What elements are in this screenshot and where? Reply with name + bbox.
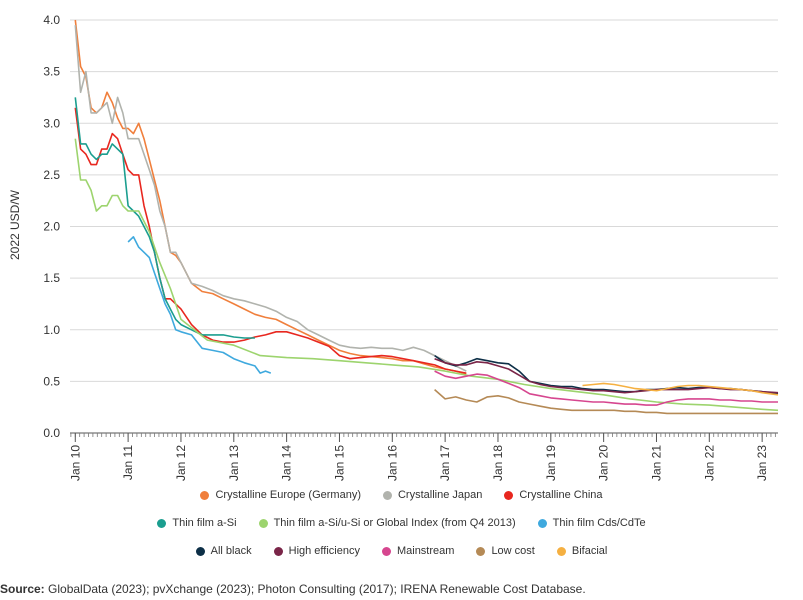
legend-label: Crystalline Europe (Germany)	[215, 489, 361, 501]
series-line-8	[434, 370, 778, 406]
legend-marker	[258, 518, 268, 528]
x-tick-label: Jan 20	[597, 445, 611, 481]
legend-row-1: Crystalline Europe (Germany) Crystalline …	[0, 489, 803, 501]
legend-item: Low cost	[476, 545, 535, 557]
x-tick-label: Jan 21	[649, 445, 663, 481]
y-tick-label: 3.5	[43, 65, 60, 79]
x-tick-label: Jan 13	[227, 445, 241, 481]
legend-label: Mainstream	[396, 545, 455, 557]
legend-marker	[382, 490, 392, 500]
legend-label: Crystalline China	[519, 489, 603, 501]
y-tick-label: 0.0	[43, 426, 60, 440]
legend-row-3: All black High efficiency Mainstream Low co…	[0, 545, 803, 557]
x-tick-label: Jan 15	[332, 445, 346, 481]
legend-item: Crystalline Europe (Germany)	[200, 489, 361, 501]
series-line-3	[74, 97, 255, 339]
series-line-1	[74, 25, 467, 372]
legend-item: Crystalline China	[504, 489, 603, 501]
source-note: Source: GlobalData (2023); pvXchange (20…	[0, 582, 586, 596]
legend-item: All black	[195, 545, 252, 557]
legend-marker	[200, 490, 210, 500]
x-tick-label: Jan 17	[438, 445, 452, 481]
legend-label: Low cost	[491, 545, 535, 557]
source-label: Source:	[0, 582, 45, 596]
legend-item: Crystalline Japan	[382, 489, 483, 501]
x-tick-label: Jan 18	[491, 445, 505, 481]
series-line-10	[582, 382, 779, 396]
legend-item: Bifacial	[556, 545, 608, 557]
x-tick-label: Jan 16	[385, 445, 399, 481]
series-line-7	[434, 357, 779, 394]
legend-label: Thin film a-Si	[172, 517, 237, 529]
x-tick-label: Jan 10	[68, 445, 82, 481]
legend-item: Thin film a-Si	[157, 517, 237, 529]
y-tick-label: 2.0	[43, 220, 60, 234]
legend-item: Thin film Cds/CdTe	[537, 517, 646, 529]
series-line-9	[434, 389, 778, 415]
legend-item: Mainstream	[381, 545, 455, 557]
y-axis-label: 2022 USD/W	[8, 189, 22, 260]
legend-label: Thin film a-Si/u-Si or Global Index (fro…	[273, 517, 516, 529]
legend-label: High efficiency	[288, 545, 360, 557]
legend-marker	[537, 518, 547, 528]
legend-marker	[556, 546, 566, 556]
x-tick-label: Jan 23	[755, 445, 769, 481]
legend-row-2: Thin film a-Si Thin film a-Si/u-Si or Glo…	[0, 517, 803, 529]
y-tick-label: 1.0	[43, 323, 60, 337]
series-line-0	[74, 19, 467, 375]
legend-marker	[157, 518, 167, 528]
legend-marker	[195, 546, 205, 556]
legend-label: Crystalline Japan	[397, 489, 483, 501]
series-line-4	[74, 138, 779, 412]
x-tick-label: Jan 19	[544, 445, 558, 481]
x-tick-label: Jan 22	[702, 445, 716, 481]
y-tick-label: 0.5	[43, 374, 60, 388]
y-tick-label: 4.0	[43, 13, 60, 27]
legend-marker	[273, 546, 283, 556]
legend-label: All black	[210, 545, 252, 557]
x-tick-label: Jan 14	[280, 445, 294, 481]
y-tick-label: 2.5	[43, 168, 60, 182]
legend-marker	[381, 546, 391, 556]
series-lines	[74, 19, 779, 415]
y-tick-label: 1.5	[43, 271, 60, 285]
legend-label: Thin film Cds/CdTe	[552, 517, 646, 529]
grid-lines	[70, 19, 778, 382]
legend-marker	[476, 546, 486, 556]
legend-item: High efficiency	[273, 545, 360, 557]
legend-label: Bifacial	[571, 545, 608, 557]
series-line-5	[127, 236, 272, 374]
axes: 0.0 0.5 1.0 1.5 2.0 2.5 3.0 3.5 4.0 Jan 10 Jan 11 J…	[43, 13, 778, 481]
legend-marker	[504, 490, 514, 500]
y-tick-label: 3.0	[43, 116, 60, 130]
legend-item: Thin film a-Si/u-Si or Global Index (fro…	[258, 517, 516, 529]
series-line-2	[74, 107, 467, 374]
x-tick-label: Jan 11	[121, 445, 135, 480]
x-tick-label: Jan 12	[174, 445, 188, 481]
source-text: GlobalData (2023); pvXchange (2023); Pho…	[44, 582, 586, 596]
